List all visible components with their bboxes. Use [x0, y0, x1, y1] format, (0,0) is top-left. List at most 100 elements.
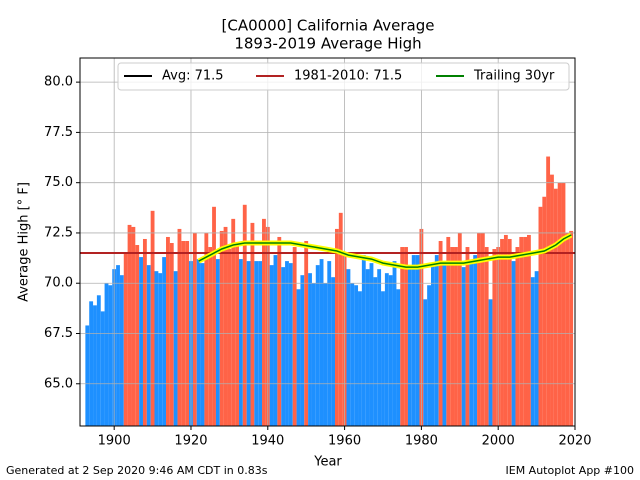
- bar: [373, 277, 378, 426]
- bar: [139, 257, 143, 426]
- bar: [215, 259, 220, 426]
- bar: [407, 265, 412, 426]
- bar: [480, 232, 485, 426]
- y-tick-label: 65.0: [44, 376, 73, 391]
- trailing-line: [198, 234, 572, 268]
- bar: [104, 283, 109, 426]
- y-tick-label: 67.5: [44, 326, 73, 341]
- bar: [377, 269, 382, 426]
- bar: [423, 299, 428, 426]
- legend-label: Trailing 30yr: [473, 69, 555, 84]
- bar: [473, 255, 478, 426]
- bar: [131, 226, 136, 426]
- legend: Avg: 71.5 1981-2010: 71.5 Trailing 30yr: [117, 62, 570, 91]
- bar: [231, 218, 236, 426]
- bar: [569, 230, 574, 426]
- bar: [331, 277, 335, 426]
- bar: [523, 236, 527, 426]
- bar: [285, 261, 289, 426]
- bar: [354, 285, 359, 426]
- bar: [269, 265, 274, 426]
- bar: [93, 305, 97, 426]
- bar: [365, 269, 370, 426]
- bar: [311, 283, 316, 426]
- bar: [288, 263, 293, 426]
- bar: [384, 273, 389, 426]
- bar: [200, 263, 205, 426]
- bar: [162, 257, 167, 426]
- bar: [235, 243, 239, 426]
- x-tick-label: 2000: [482, 434, 515, 449]
- bar: [166, 236, 170, 426]
- bar: [381, 291, 385, 426]
- bar: [208, 247, 213, 426]
- bar: [503, 234, 508, 426]
- bar: [242, 204, 247, 426]
- x-axis-label: Year: [313, 455, 342, 470]
- bar: [430, 265, 435, 426]
- bar: [246, 261, 251, 426]
- bar: [212, 206, 216, 426]
- bar: [404, 247, 408, 426]
- bar: [538, 206, 543, 426]
- plot-frame: [79, 57, 576, 427]
- bar: [484, 247, 489, 426]
- bar: [254, 261, 259, 426]
- bar: [204, 232, 209, 426]
- chart-subtitle: 1893-2019 Average High: [234, 35, 421, 53]
- bar: [100, 311, 105, 426]
- bar: [258, 261, 263, 426]
- bar: [142, 238, 147, 426]
- bar: [565, 232, 570, 426]
- bar: [173, 271, 178, 426]
- bar: [415, 255, 420, 426]
- y-tick-label: 75.0: [44, 175, 73, 190]
- bar: [346, 269, 351, 426]
- bar: [192, 232, 197, 426]
- bar: [123, 253, 128, 426]
- bar: [388, 275, 393, 426]
- bar: [327, 261, 332, 426]
- x-tick-label: 1920: [174, 434, 207, 449]
- bar: [169, 243, 174, 426]
- bar: [461, 267, 466, 426]
- bar: [85, 325, 90, 426]
- bar: [369, 263, 374, 426]
- bar: [146, 265, 151, 426]
- bar: [223, 226, 228, 426]
- bar: [300, 275, 305, 426]
- x-tick-label: 1980: [405, 434, 438, 449]
- x-tick-label: 2020: [558, 434, 591, 449]
- bar: [450, 247, 455, 426]
- bar: [534, 271, 539, 426]
- bar: [434, 255, 439, 426]
- bar: [238, 259, 243, 426]
- bar: [292, 247, 297, 426]
- bar: [358, 291, 362, 426]
- bar: [135, 245, 140, 426]
- x-tick-label: 1940: [251, 434, 284, 449]
- bar: [446, 236, 451, 426]
- bar: [492, 249, 497, 426]
- bar: [227, 249, 232, 426]
- bar: [89, 301, 94, 426]
- chart-title: [CA0000] California Average: [222, 17, 435, 35]
- bar: [557, 182, 562, 426]
- bar: [396, 289, 401, 426]
- bar: [488, 299, 493, 426]
- y-axis-label: Average High [° F]: [17, 182, 32, 302]
- y-tick-label: 77.5: [44, 125, 73, 140]
- bar: [150, 210, 155, 426]
- bar: [108, 285, 113, 426]
- bar: [127, 224, 132, 426]
- y-tick-label: 72.5: [44, 225, 73, 240]
- bar: [219, 230, 224, 426]
- bar: [334, 228, 339, 426]
- legend-box: [117, 62, 570, 91]
- bar: [119, 275, 124, 426]
- y-tick-label: 80.0: [44, 75, 73, 90]
- x-tick-label: 1900: [98, 434, 131, 449]
- bar: [553, 188, 558, 426]
- x-tick-label: 1960: [328, 434, 361, 449]
